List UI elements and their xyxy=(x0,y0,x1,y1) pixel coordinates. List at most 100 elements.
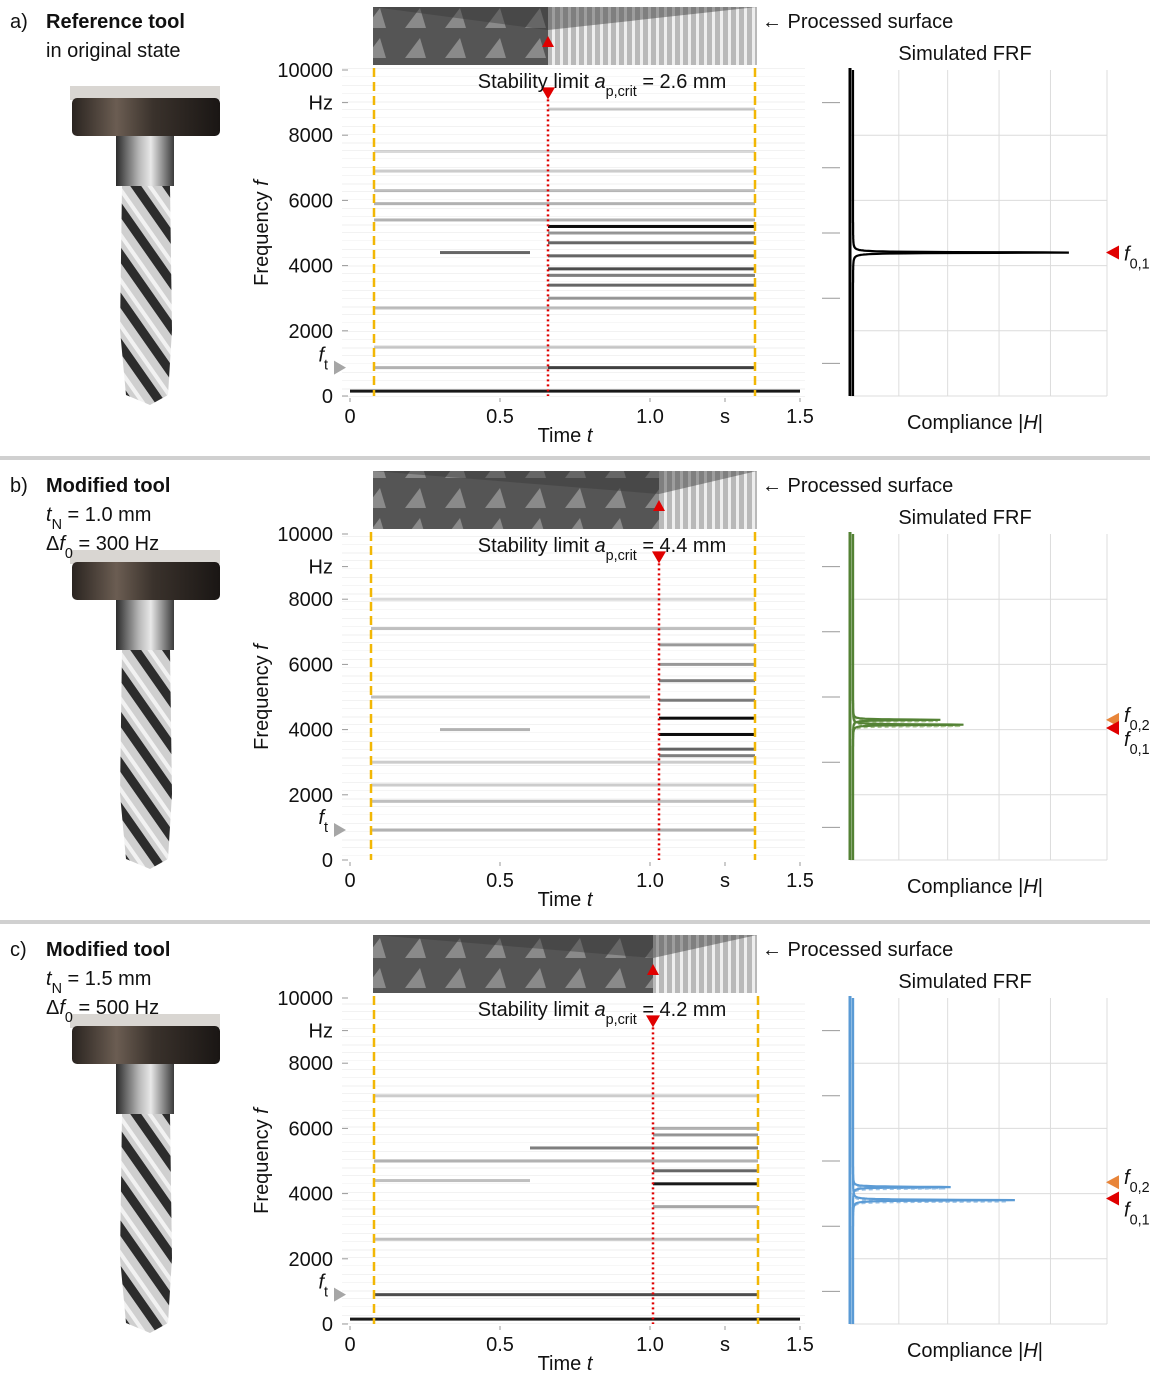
x-tick-label: 1.5 xyxy=(786,1334,814,1356)
spectrum-band xyxy=(371,627,755,631)
tool-info-part: f xyxy=(59,533,67,555)
y-tick-label: 8000 xyxy=(289,589,334,611)
y-axis-title-part: f xyxy=(251,178,273,186)
stability-label-part: Stability limit xyxy=(478,71,595,93)
tool-info-part: N xyxy=(52,517,62,533)
surface-edge xyxy=(373,471,757,494)
spectrogram-field xyxy=(342,532,805,862)
surface-marker xyxy=(542,36,554,47)
x-tick-label: s xyxy=(720,1334,730,1356)
spectrum-band xyxy=(548,366,755,370)
frf-x-title-part: H xyxy=(1023,1340,1038,1362)
spectrum-band xyxy=(548,224,755,228)
x-tick-label: 0 xyxy=(344,870,355,892)
y-tick-label: 2000 xyxy=(289,321,334,343)
y-axis-title: Frequency f xyxy=(251,642,273,750)
surface-image xyxy=(659,471,757,529)
surface-label: ← Processed surface xyxy=(762,475,953,497)
spectrum-band xyxy=(350,389,800,393)
spectrogram-field xyxy=(342,68,805,398)
spectrum-band xyxy=(548,254,755,258)
frf-marker-label: f0,1 xyxy=(1124,1199,1150,1228)
spectrum-band xyxy=(371,597,755,601)
frf-marker-label: f0,2 xyxy=(1124,1167,1150,1196)
tool-info-part: 0 xyxy=(65,1010,73,1026)
y-tick-label: 6000 xyxy=(289,190,334,212)
tool-photo xyxy=(70,86,220,405)
frf-title: Simulated FRF xyxy=(898,43,1031,65)
spectrum-band xyxy=(653,1182,758,1186)
tool-info-part: = 500 Hz xyxy=(73,997,159,1019)
x-axis-title-part: Time xyxy=(538,425,587,447)
x-tick-label: 1.0 xyxy=(636,870,664,892)
y-tick-label: 10000 xyxy=(277,524,333,546)
spectrum-band xyxy=(548,267,755,271)
y-tick-label: 4000 xyxy=(289,720,334,742)
y-tick-label: 6000 xyxy=(289,654,334,676)
y-tick-label: 0 xyxy=(322,386,333,408)
frf-title: Simulated FRF xyxy=(898,507,1031,529)
spectrum-band xyxy=(374,345,755,349)
tool-info-part: Δ xyxy=(46,533,59,555)
x-tick-label: s xyxy=(720,406,730,428)
stability-label-part: Stability limit xyxy=(478,999,595,1021)
spectrum-band xyxy=(350,1317,800,1321)
spectrum-band xyxy=(548,296,755,300)
tool-title: Modified tool xyxy=(46,475,170,497)
tooth-label: ft xyxy=(318,1272,328,1301)
x-axis-title: Time t xyxy=(538,425,594,447)
y-tick-label: 8000 xyxy=(289,125,334,147)
spectrum-band xyxy=(659,662,755,666)
stability-marker xyxy=(646,1015,660,1028)
y-axis-title-part: Frequency xyxy=(251,650,273,750)
y-tick-label: 8000 xyxy=(289,1053,334,1075)
spectrum-band xyxy=(659,643,755,647)
surface-image xyxy=(653,935,757,993)
frf-marker-label-part: 0,2 xyxy=(1130,1180,1150,1196)
y-axis-title: Frequency f xyxy=(251,178,273,286)
stability-label-part: Stability limit xyxy=(478,535,595,557)
surface-marker xyxy=(647,964,659,975)
tool-info-part: Δ xyxy=(46,997,59,1019)
tool-info-part: in original state xyxy=(46,40,181,62)
x-axis-title: Time t xyxy=(538,889,594,911)
tool-info: tN = 1.5 mm xyxy=(46,968,151,997)
frf-marker-label-part: f xyxy=(1124,705,1132,727)
frf-x-title: Compliance |H| xyxy=(907,876,1043,898)
frf-marker-label-part: f xyxy=(1124,1199,1132,1221)
frf-curve xyxy=(852,534,938,860)
y-tick-label: 10000 xyxy=(277,60,333,82)
y-tick-label: 0 xyxy=(322,1314,333,1336)
y-tick-label: Hz xyxy=(309,557,333,579)
x-tick-label: 1.0 xyxy=(636,1334,664,1356)
surface-label: ← Processed surface xyxy=(762,11,953,33)
tool-info-part: = 1.5 mm xyxy=(62,968,151,990)
spectrum-band xyxy=(548,283,755,287)
stability-label-part: a xyxy=(594,535,605,557)
stability-label-part: a xyxy=(594,71,605,93)
y-tick-label: Hz xyxy=(309,1021,333,1043)
x-tick-label: 0.5 xyxy=(486,406,514,428)
tooth-marker xyxy=(334,1287,346,1302)
y-tick-label: 10000 xyxy=(277,988,333,1010)
tool-info: in original state xyxy=(46,40,181,62)
spectrum-band xyxy=(548,241,755,245)
y-tick-label: 6000 xyxy=(289,1118,334,1140)
spectrum-band xyxy=(659,747,755,751)
stability-label: Stability limit ap,crit = 4.2 mm xyxy=(478,999,727,1028)
spectrum-band xyxy=(371,760,755,764)
spectrum-band xyxy=(371,783,755,787)
frf-x-title-part: Compliance | xyxy=(907,1340,1023,1362)
tooth-label: ft xyxy=(318,807,328,836)
spectrum-band xyxy=(440,251,530,255)
spectrum-band xyxy=(374,1094,758,1098)
frf-curve xyxy=(851,70,1069,396)
x-axis-title-part: t xyxy=(587,889,594,911)
spectrum-band xyxy=(374,306,755,310)
frf-marker-label-part: 0,1 xyxy=(1130,257,1150,273)
tool-info: tN = 1.0 mm xyxy=(46,504,151,533)
frf-curve xyxy=(851,534,964,860)
spectrum-band xyxy=(548,273,755,277)
spectrum-band xyxy=(374,150,755,153)
